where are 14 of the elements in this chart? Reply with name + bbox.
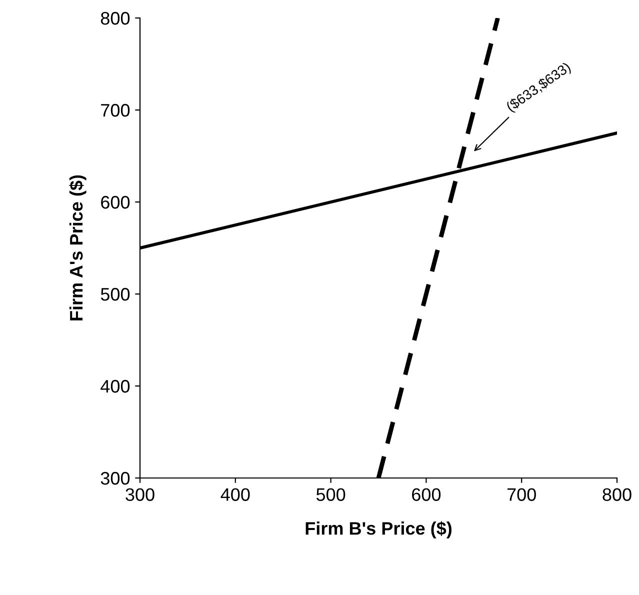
x-tick-label: 400	[220, 488, 250, 501]
x-tick-label: 500	[316, 488, 346, 501]
y-tick-label: 600	[101, 196, 130, 209]
y-axis-title: Firm A's Price ($)	[69, 175, 86, 320]
x-axis-title: Firm B's Price ($)	[306, 521, 452, 538]
y-tick-label: 700	[101, 104, 130, 117]
x-tick-label: 600	[412, 488, 441, 501]
x-tick-label: 800	[602, 488, 632, 501]
x-tick-label: 700	[507, 488, 536, 501]
y-tick-label: 500	[100, 288, 130, 301]
y-tick-label: 800	[100, 12, 130, 25]
y-tick-label: 400	[100, 380, 130, 393]
x-tick-label: 300	[126, 488, 154, 501]
y-tick-label: 300	[100, 472, 130, 485]
